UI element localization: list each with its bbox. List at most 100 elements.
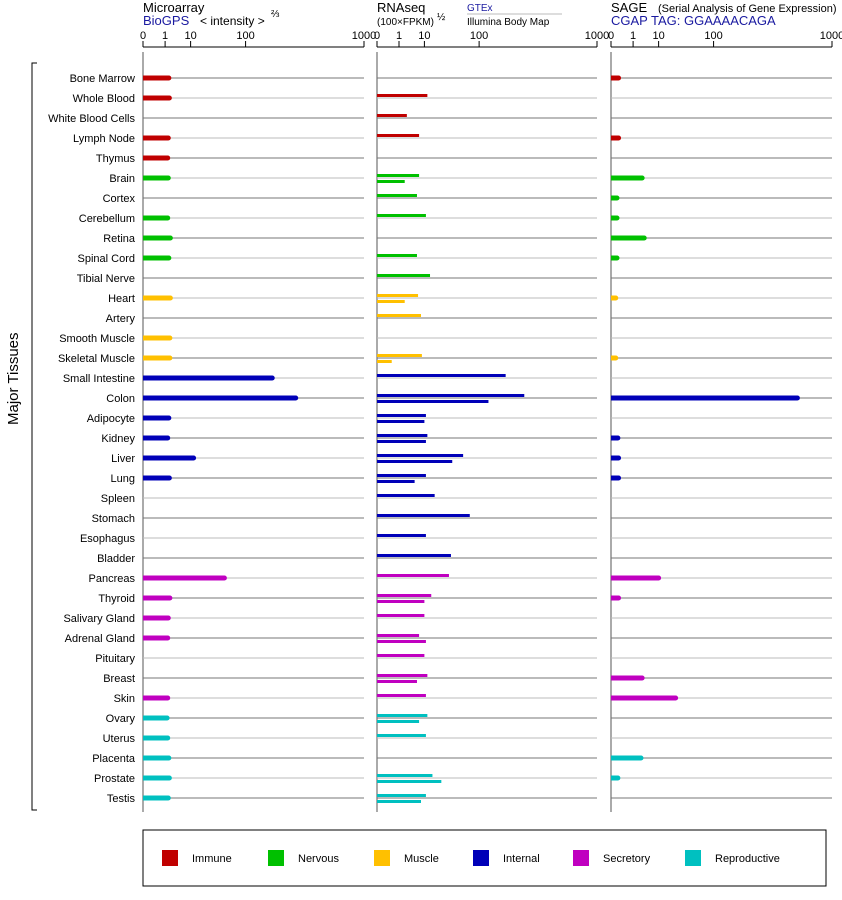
sage-bar-cap (673, 695, 679, 701)
legend-swatch-internal (473, 850, 489, 866)
panel-header-sage: SAGE (Serial Analysis of Gene Expression… (611, 0, 837, 28)
microarray-bar-cap (293, 395, 299, 401)
microarray-bar (143, 695, 168, 701)
rnaseq-bar (377, 554, 451, 557)
microarray-scale-exp: ⅔ (271, 9, 280, 20)
sage-bar-cap (616, 595, 622, 601)
sage-bar-cap (614, 195, 620, 201)
microarray-bar (143, 215, 168, 221)
microarray-bar-cap (166, 755, 172, 761)
sage-bar-cap (614, 215, 620, 221)
sage-bar-cap (639, 175, 645, 181)
sage-bar (611, 175, 643, 181)
microarray-bar (143, 795, 169, 801)
legend-swatch-nervous (268, 850, 284, 866)
rnaseq-bar (377, 774, 433, 777)
microarray-bar-cap (164, 715, 170, 721)
tissue-label: Retina (103, 233, 136, 245)
sage-bar-cap (641, 235, 647, 241)
microarray-tick-label: 10 (184, 30, 196, 42)
tissue-label: Bone Marrow (70, 73, 135, 85)
rnaseq-bar (377, 480, 415, 483)
sage-bar-cap (616, 475, 622, 481)
rnaseq-bar (377, 674, 428, 677)
rnaseq-bar (377, 494, 435, 497)
rnaseq-bar (377, 414, 426, 417)
microarray-bar-cap (165, 215, 171, 221)
tissue-label: Salivary Gland (63, 613, 135, 625)
microarray-bar (143, 255, 169, 261)
tissue-label: Testis (107, 793, 136, 805)
microarray-bar-cap (165, 695, 171, 701)
legend-label-internal: Internal (503, 853, 540, 865)
sage-bar (611, 475, 619, 481)
microarray-bar (143, 235, 171, 241)
microarray-bar-cap (166, 75, 172, 81)
rnaseq-tick-label: 100 (470, 30, 488, 42)
legend: Immune Nervous Muscle Internal Secretory… (162, 850, 780, 866)
rnaseq-bar (377, 800, 421, 803)
rnaseq-bar (377, 254, 417, 257)
rnaseq-bar (377, 300, 405, 303)
sage-bar (611, 75, 619, 81)
rnaseq-bar (377, 134, 420, 137)
sage-tick-label: 1000 (820, 30, 842, 42)
legend-label-secretory: Secretory (603, 853, 651, 865)
tissue-label: Bladder (97, 553, 135, 565)
sage-bar-cap (615, 435, 621, 441)
microarray-bar (143, 175, 169, 181)
rnaseq-illumina-label: Illumina Body Map (467, 17, 550, 28)
microarray-bar (143, 295, 171, 301)
sage-bar (611, 255, 617, 261)
tissue-label: Brain (109, 173, 135, 185)
microarray-bar-cap (191, 455, 197, 461)
tissue-label: Ovary (106, 713, 136, 725)
microarray-bar-cap (166, 775, 172, 781)
microarray-heading: Microarray (143, 0, 205, 15)
rnaseq-bar (377, 194, 417, 197)
microarray-bar (143, 375, 273, 381)
microarray-source: BioGPS (143, 13, 190, 28)
rnaseq-scale-exp: ½ (437, 12, 446, 23)
legend-box (142, 829, 827, 887)
microarray-bar (143, 575, 225, 581)
rnaseq-bar (377, 640, 426, 643)
tissue-label: Adrenal Gland (65, 633, 135, 645)
rnaseq-bar (377, 114, 407, 117)
sage-bar (611, 675, 643, 681)
rnaseq-bar (377, 680, 417, 683)
sage-tick-label: 100 (704, 30, 722, 42)
microarray-tick-label: 0 (140, 30, 146, 42)
chart-body: Bone Marrow Whole Blood White Blood Cells L… (48, 30, 842, 812)
microarray-bar (143, 455, 194, 461)
microarray-bar-cap (167, 295, 173, 301)
sage-subtitle: (Serial Analysis of Gene Expression) (658, 3, 837, 15)
rnaseq-bar (377, 420, 425, 423)
rnaseq-bar (377, 614, 425, 617)
sage-bar-cap (639, 675, 645, 681)
tissue-label: Whole Blood (73, 93, 135, 105)
sage-bar-cap (794, 395, 800, 401)
microarray-bar (143, 475, 170, 481)
microarray-bar-cap (165, 735, 171, 741)
rnaseq-bar (377, 454, 464, 457)
rnaseq-bar (377, 294, 419, 297)
rnaseq-bar (377, 394, 525, 397)
tissue-label: Smooth Muscle (59, 333, 135, 345)
microarray-bar-cap (167, 355, 173, 361)
rnaseq-bar (377, 654, 425, 657)
sage-bar-cap (656, 575, 662, 581)
sage-tick-label: 1 (630, 30, 636, 42)
panel-header-microarray: Microarray BioGPS < intensity > ⅔ (143, 0, 280, 28)
sage-bar (611, 775, 618, 781)
rnaseq-bar (377, 214, 426, 217)
microarray-bar (143, 595, 170, 601)
tissue-label: Spinal Cord (78, 253, 135, 265)
microarray-bar-cap (165, 635, 171, 641)
rnaseq-bar (377, 440, 426, 443)
sage-tick-label: 10 (652, 30, 664, 42)
tissue-label: Lymph Node (73, 133, 135, 145)
rnaseq-bar (377, 780, 442, 783)
microarray-bar (143, 335, 170, 341)
